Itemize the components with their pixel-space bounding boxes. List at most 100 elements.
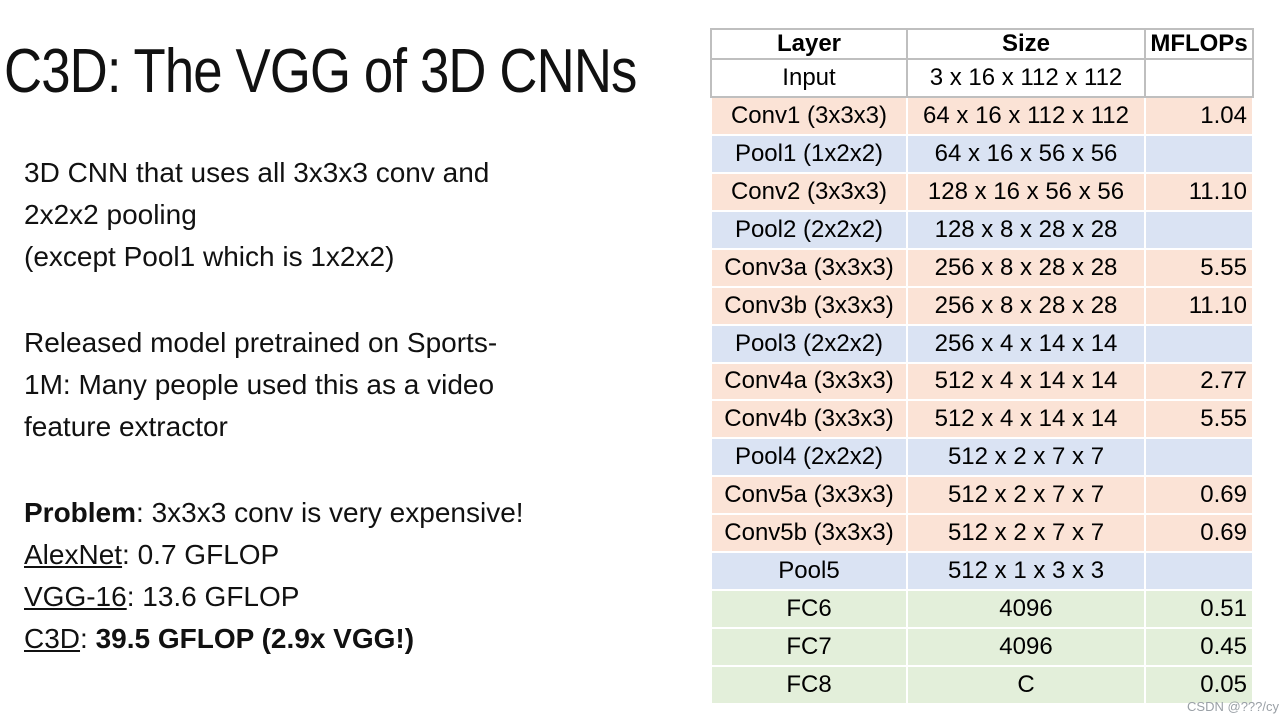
table-header-row: Layer Size MFLOPs [710, 28, 1254, 60]
mflops-cell: 0.45 [1144, 627, 1254, 667]
layer-cell: Conv5a (3x3x3) [710, 475, 908, 516]
size-cell: 512 x 1 x 3 x 3 [906, 551, 1146, 592]
text-line: 2x2x2 pooling [24, 199, 197, 230]
mflops-cell [1144, 323, 1254, 364]
size-cell: 64 x 16 x 56 x 56 [906, 133, 1146, 174]
size-cell: C [906, 665, 1146, 705]
paragraph-pretrained: Released model pretrained on Sports- 1M:… [24, 322, 674, 448]
table-row: FC6 4096 0.51 [710, 589, 1254, 630]
table-row: Pool3 (2x2x2) 256 x 4 x 14 x 14 [710, 323, 1254, 364]
text-line: Released model pretrained on Sports- [24, 327, 498, 358]
mflops-cell: 11.10 [1144, 171, 1254, 212]
mflops-cell [1144, 209, 1254, 250]
mflops-cell [1144, 133, 1254, 174]
mflops-cell: 0.51 [1144, 589, 1254, 630]
layer-cell: Input [710, 58, 908, 98]
mflops-cell: 11.10 [1144, 285, 1254, 326]
layer-cell: Conv4b (3x3x3) [710, 399, 908, 440]
text-line: 3D CNN that uses all 3x3x3 conv and [24, 157, 490, 188]
layer-cell: Conv2 (3x3x3) [710, 171, 908, 212]
mflops-cell: 0.05 [1144, 665, 1254, 705]
size-cell: 3 x 16 x 112 x 112 [906, 58, 1146, 98]
size-cell: 64 x 16 x 112 x 112 [906, 95, 1146, 136]
layer-cell: Conv1 (3x3x3) [710, 95, 908, 136]
table-row: Conv3b (3x3x3) 256 x 8 x 28 x 28 11.10 [710, 285, 1254, 326]
c3d-value: 39.5 GFLOP (2.9x VGG!) [95, 623, 415, 654]
text-line: (except Pool1 which is 1x2x2) [24, 241, 395, 272]
alexnet-line: AlexNet: 0.7 GFLOP [24, 534, 674, 576]
table-row: Conv4b (3x3x3) 512 x 4 x 14 x 14 5.55 [710, 399, 1254, 440]
table-row: Pool4 (2x2x2) 512 x 2 x 7 x 7 [710, 437, 1254, 478]
layer-cell: Conv4a (3x3x3) [710, 361, 908, 402]
mflops-cell [1144, 551, 1254, 592]
problem-line: Problem: 3x3x3 conv is very expensive! [24, 492, 674, 534]
alexnet-label: AlexNet [24, 539, 123, 570]
mflops-cell: 5.55 [1144, 247, 1254, 288]
vgg-label: VGG-16 [24, 581, 127, 612]
header-mflops: MFLOPs [1144, 28, 1254, 60]
vgg-line: VGG-16: 13.6 GFLOP [24, 576, 674, 618]
c3d-label: C3D [24, 623, 81, 654]
table-row: FC7 4096 0.45 [710, 627, 1254, 667]
table-row: Input 3 x 16 x 112 x 112 [710, 58, 1254, 98]
size-cell: 512 x 4 x 14 x 14 [906, 361, 1146, 402]
layer-cell: Pool1 (1x2x2) [710, 133, 908, 174]
vgg-text: : 13.6 GFLOP [126, 581, 300, 612]
c3d-line: C3D: 39.5 GFLOP (2.9x VGG!) [24, 618, 674, 660]
size-cell: 128 x 8 x 28 x 28 [906, 209, 1146, 250]
text-line: feature extractor [24, 411, 228, 442]
table-row: Pool1 (1x2x2) 64 x 16 x 56 x 56 [710, 133, 1254, 174]
table-row: Conv5b (3x3x3) 512 x 2 x 7 x 7 0.69 [710, 513, 1254, 554]
paragraph-architecture: 3D CNN that uses all 3x3x3 conv and 2x2x… [24, 152, 674, 278]
c3d-architecture-table: Layer Size MFLOPs Input 3 x 16 x 112 x 11… [710, 28, 1254, 705]
problem-label: Problem [24, 497, 137, 528]
size-cell: 512 x 2 x 7 x 7 [906, 513, 1146, 554]
mflops-cell [1144, 437, 1254, 478]
mflops-cell: 1.04 [1144, 95, 1254, 136]
mflops-cell: 5.55 [1144, 399, 1254, 440]
layer-cell: Conv3b (3x3x3) [710, 285, 908, 326]
problem-text: : 3x3x3 conv is very expensive! [136, 497, 524, 528]
layer-cell: Pool3 (2x2x2) [710, 323, 908, 364]
mflops-cell: 0.69 [1144, 475, 1254, 516]
size-cell: 512 x 4 x 14 x 14 [906, 399, 1146, 440]
mflops-cell [1144, 58, 1254, 98]
layer-cell: Conv3a (3x3x3) [710, 247, 908, 288]
layer-cell: FC6 [710, 589, 908, 630]
table-row: FC8 C 0.05 [710, 665, 1254, 705]
c3d-colon: : [80, 623, 96, 654]
architecture-table-container: Layer Size MFLOPs Input 3 x 16 x 112 x 11… [710, 28, 1254, 705]
layer-cell: FC7 [710, 627, 908, 667]
header-layer: Layer [710, 28, 908, 60]
text-line: 1M: Many people used this as a video [24, 369, 495, 400]
table-row: Conv3a (3x3x3) 256 x 8 x 28 x 28 5.55 [710, 247, 1254, 288]
alexnet-text: : 0.7 GFLOP [122, 539, 280, 570]
mflops-cell: 2.77 [1144, 361, 1254, 402]
paragraph-problem: Problem: 3x3x3 conv is very expensive! A… [24, 492, 674, 660]
table-row: Conv2 (3x3x3) 128 x 16 x 56 x 56 11.10 [710, 171, 1254, 212]
mflops-cell: 0.69 [1144, 513, 1254, 554]
table-row: Pool5 512 x 1 x 3 x 3 [710, 551, 1254, 592]
table-row: Conv4a (3x3x3) 512 x 4 x 14 x 14 2.77 [710, 361, 1254, 402]
size-cell: 4096 [906, 589, 1146, 630]
layer-cell: Pool2 (2x2x2) [710, 209, 908, 250]
size-cell: 256 x 4 x 14 x 14 [906, 323, 1146, 364]
layer-cell: Conv5b (3x3x3) [710, 513, 908, 554]
header-size: Size [906, 28, 1146, 60]
layer-cell: FC8 [710, 665, 908, 705]
body-text: 3D CNN that uses all 3x3x3 conv and 2x2x… [24, 152, 674, 660]
size-cell: 512 x 2 x 7 x 7 [906, 437, 1146, 478]
layer-cell: Pool5 [710, 551, 908, 592]
size-cell: 256 x 8 x 28 x 28 [906, 285, 1146, 326]
table-row: Pool2 (2x2x2) 128 x 8 x 28 x 28 [710, 209, 1254, 250]
page-title: C3D: The VGG of 3D CNNs [4, 37, 637, 106]
table-row: Conv5a (3x3x3) 512 x 2 x 7 x 7 0.69 [710, 475, 1254, 516]
table-row: Conv1 (3x3x3) 64 x 16 x 112 x 112 1.04 [710, 95, 1254, 136]
size-cell: 128 x 16 x 56 x 56 [906, 171, 1146, 212]
size-cell: 4096 [906, 627, 1146, 667]
size-cell: 512 x 2 x 7 x 7 [906, 475, 1146, 516]
layer-cell: Pool4 (2x2x2) [710, 437, 908, 478]
watermark: CSDN @???/cy [1187, 699, 1279, 714]
size-cell: 256 x 8 x 28 x 28 [906, 247, 1146, 288]
